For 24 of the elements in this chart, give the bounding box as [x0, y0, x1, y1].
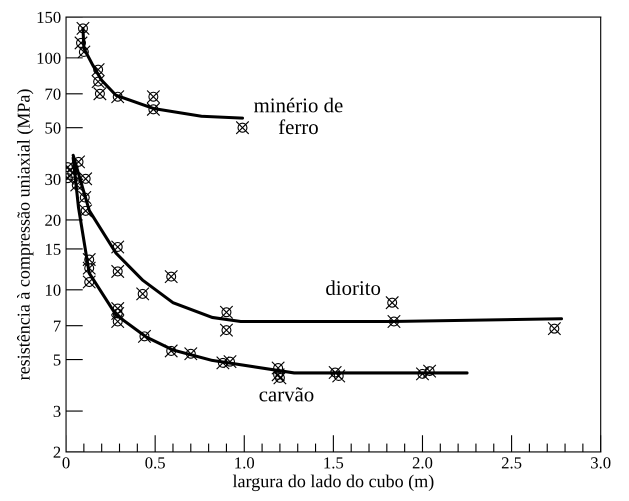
x-axis-title: largura do lado do cubo (m): [232, 474, 434, 492]
y-tick-label: 7: [54, 320, 61, 332]
y-tick-label: 2: [54, 446, 60, 458]
series-label: carvão: [259, 387, 314, 402]
y-tick-label: 20: [45, 214, 61, 226]
y-tick-label: 3: [54, 406, 61, 418]
y-tick-label: 10: [46, 284, 61, 296]
y-tick-label: 100: [38, 52, 61, 64]
y-tick-label: 30: [45, 174, 61, 186]
y-tick-label: 150: [38, 12, 61, 23]
y-tick-label: 70: [46, 88, 61, 100]
y-tick-label: 50: [45, 122, 61, 134]
x-tick-label: 3.0: [591, 457, 610, 469]
x-tick-label: 0.5: [145, 457, 165, 469]
y-tick-label: 15: [46, 244, 61, 255]
x-tick-label: 2.0: [412, 457, 432, 469]
y-tick-label: 5: [54, 354, 61, 366]
x-tick-label: 1.0: [235, 457, 254, 469]
x-tick-label: 0: [62, 457, 70, 468]
x-tick-label: 1.5: [324, 457, 344, 469]
x-tick-label: 2.5: [502, 457, 522, 469]
series-label: minério de ferro: [254, 98, 343, 134]
y-axis-title: resistência à compressão uniaxial (MPa): [17, 89, 34, 380]
series-label: diorito: [326, 280, 380, 296]
